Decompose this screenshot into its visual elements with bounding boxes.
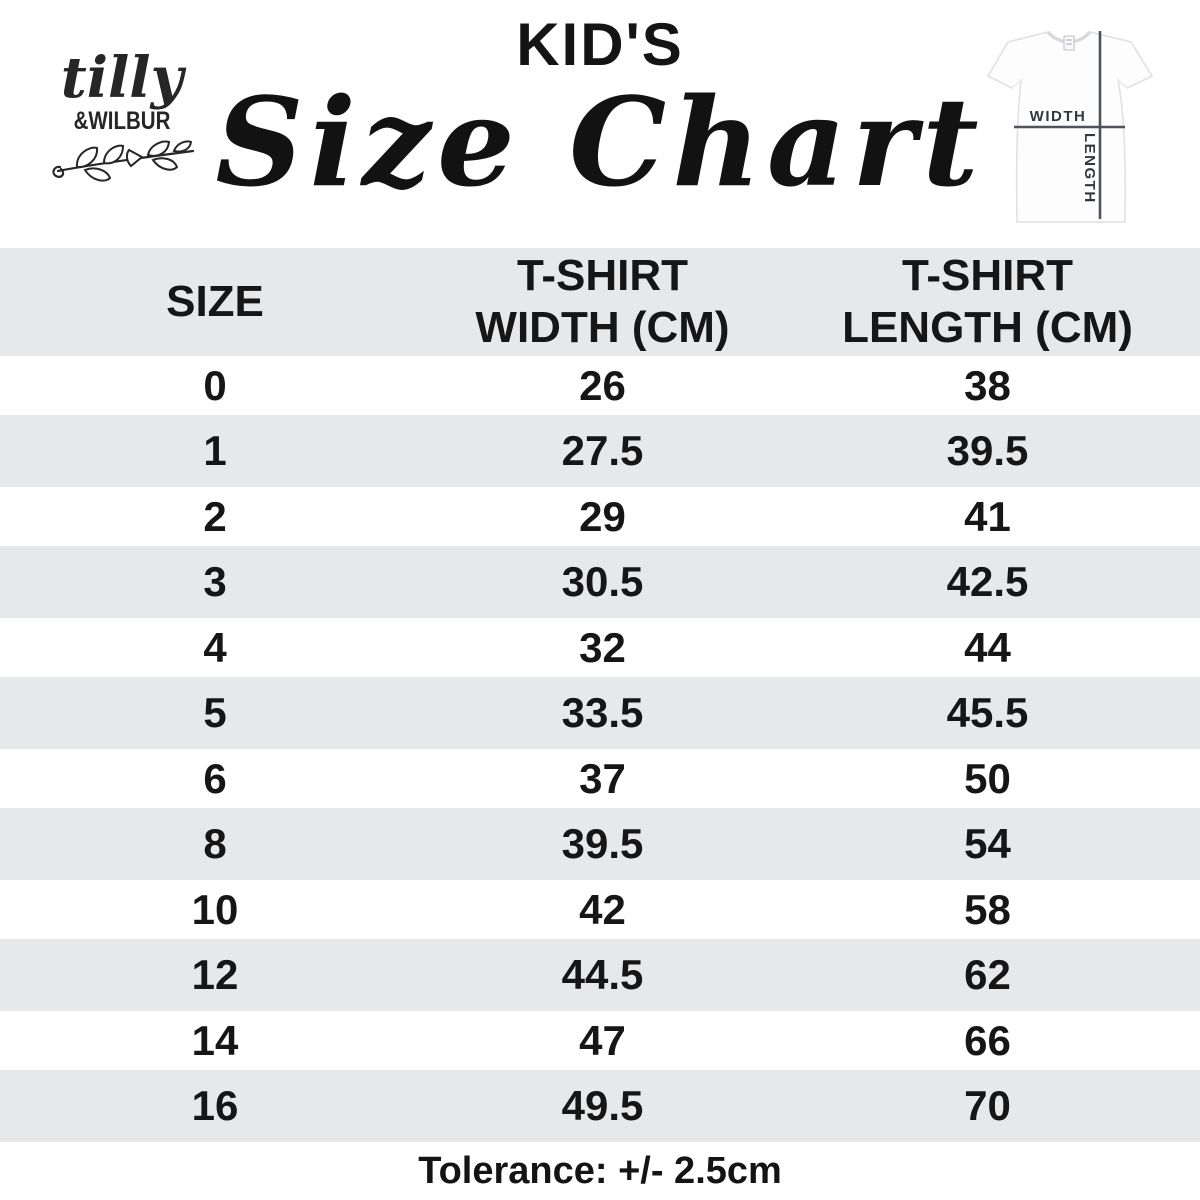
width-value: 49.5 (561, 1082, 644, 1129)
brand-name-sub: &WILBUR (73, 107, 171, 136)
size-value: 3 (203, 558, 227, 605)
table-row: 12 44.5 62 (0, 939, 1200, 1011)
length-value: 41 (964, 492, 1011, 540)
table-header-row: SIZE T-SHIRT WIDTH (CM) T-SHIRT LENGTH (… (0, 248, 1200, 356)
size-value: 6 (203, 754, 227, 802)
length-value: 44 (964, 623, 1011, 671)
width-label: WIDTH (1030, 108, 1087, 125)
col-header-width: T-SHIRT WIDTH (CM) (475, 251, 730, 352)
table-row: 10 42 58 (0, 880, 1200, 939)
width-value: 26 (579, 361, 626, 409)
size-value: 1 (203, 427, 227, 474)
laurel-branch-icon (52, 140, 195, 182)
col-header-size: SIZE (166, 277, 264, 327)
size-value: 8 (203, 820, 227, 867)
length-value: 66 (964, 1016, 1011, 1064)
size-value: 0 (203, 361, 227, 409)
length-value: 39.5 (946, 427, 1029, 474)
length-value: 45.5 (946, 689, 1029, 736)
page-title: Size Chart (215, 70, 985, 214)
length-value: 42.5 (946, 558, 1029, 605)
width-value: 39.5 (561, 820, 644, 867)
size-value: 14 (191, 1016, 239, 1064)
brand-logo: tilly &WILBUR (42, 45, 202, 186)
size-value: 10 (191, 885, 239, 933)
width-value: 29 (579, 492, 626, 540)
table-row: 0 26 38 (0, 356, 1200, 415)
width-value: 44.5 (561, 951, 644, 998)
brand-name-script: tilly (60, 45, 184, 111)
length-label: LENGTH (1081, 133, 1098, 204)
footer: Tolerance: +/- 2.5cm (0, 1142, 1200, 1200)
width-value: 47 (579, 1016, 626, 1064)
col-header-length: T-SHIRT LENGTH (CM) (842, 251, 1133, 352)
length-value: 50 (964, 754, 1011, 802)
size-value: 16 (191, 1082, 239, 1129)
neck-tag (1063, 35, 1075, 51)
length-value: 54 (964, 820, 1011, 867)
length-value: 62 (964, 951, 1011, 998)
width-value: 27.5 (561, 427, 644, 474)
table-row: 4 32 44 (0, 618, 1200, 677)
table-row: 6 37 50 (0, 749, 1200, 808)
size-value: 4 (203, 623, 227, 671)
tshirt-measurement-diagram: WIDTH LENGTH (986, 30, 1154, 223)
table-row: 14 47 66 (0, 1011, 1200, 1070)
table-row: 3 30.5 42.5 (0, 546, 1200, 618)
table-row: 16 49.5 70 (0, 1070, 1200, 1142)
table-row: 1 27.5 39.5 (0, 415, 1200, 487)
tolerance-note: Tolerance: +/- 2.5cm (418, 1150, 782, 1192)
header: tilly &WILBUR (0, 0, 1200, 248)
table-row: 5 33.5 45.5 (0, 677, 1200, 749)
length-value: 58 (964, 885, 1011, 933)
width-value: 37 (579, 754, 626, 802)
length-value: 38 (964, 361, 1011, 409)
table-row: 2 29 41 (0, 487, 1200, 546)
title-kicker: KID'S (516, 11, 684, 78)
size-value: 2 (203, 492, 227, 540)
width-value: 42 (579, 885, 626, 933)
size-table: SIZE T-SHIRT WIDTH (CM) T-SHIRT LENGTH (… (0, 248, 1200, 1142)
width-value: 32 (579, 623, 626, 671)
width-value: 33.5 (561, 689, 644, 736)
length-value: 70 (964, 1082, 1011, 1129)
width-value: 30.5 (561, 558, 644, 605)
size-value: 5 (203, 689, 227, 736)
size-value: 12 (191, 951, 239, 998)
table-row: 8 39.5 54 (0, 808, 1200, 880)
